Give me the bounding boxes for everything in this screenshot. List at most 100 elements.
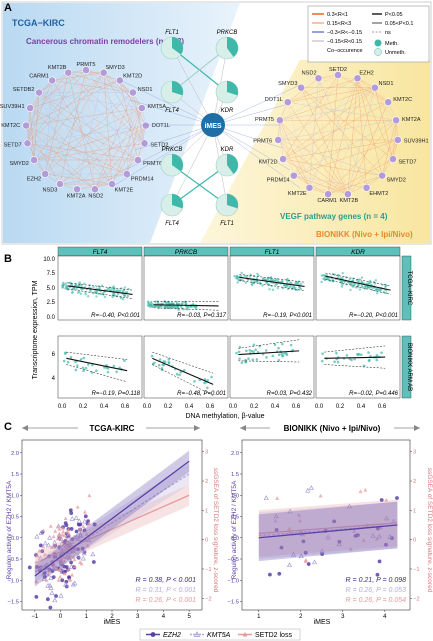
imes-edge (134, 124, 214, 151)
facet-panel (143, 255, 229, 321)
network-edge (137, 108, 143, 161)
c-point-kmt5a (82, 518, 88, 524)
data-point (285, 353, 289, 357)
c-rtick-label: 2 (413, 479, 416, 485)
c-point-setd2 (47, 568, 52, 573)
network-edge (59, 173, 127, 185)
network-edge (309, 78, 319, 188)
c-point-kmt5a (81, 550, 87, 556)
c-rtick-label: 0 (413, 538, 416, 544)
c-point-setd2 (67, 531, 72, 536)
b-xt-3-3: 0.6 (378, 404, 387, 410)
data-point (250, 283, 254, 287)
panel-c-legend: EZH2 KMT5A SETD2 loss (139, 628, 301, 641)
ci-line (152, 351, 214, 374)
fit-line (239, 276, 305, 288)
b-xt-1-1: 0.2 (164, 404, 173, 410)
c-point-kmt5a (69, 539, 75, 544)
c-point-setd2 (42, 552, 47, 557)
data-point (63, 282, 66, 286)
c-point-setd2 (60, 561, 65, 565)
data-point (84, 366, 88, 370)
c-right-ylabel-right: ssGSEA of SETD2 loss signature, z-scored (426, 468, 433, 593)
network-edge (283, 158, 383, 176)
network-edge (278, 139, 383, 176)
facet-stat: R=−0.20, P<0.001 (349, 313, 398, 319)
network-edge (366, 120, 397, 188)
data-point (177, 308, 180, 312)
facet-title: FLT1 (265, 249, 280, 256)
c-point-setd2 (55, 524, 60, 529)
network-edge (278, 139, 348, 195)
b-xt-2-0: 0.0 (229, 404, 238, 410)
data-point (264, 349, 268, 352)
c-point-setd2 (86, 521, 91, 525)
data-point (320, 274, 323, 277)
network-edge (328, 158, 394, 195)
data-point (247, 357, 250, 361)
network-edge (30, 107, 127, 175)
c-point-setd2 (79, 561, 84, 566)
c-point-setd2 (273, 518, 278, 523)
b-xt-0-1: 0.2 (79, 404, 88, 410)
data-point (81, 366, 85, 370)
data-point (103, 295, 107, 299)
network-edge (29, 108, 35, 161)
c-point-ezh2 (274, 528, 279, 532)
c-point-setd2 (78, 527, 83, 531)
c-point-kmt5a (41, 576, 47, 581)
data-point (345, 283, 348, 286)
network-edge (27, 72, 104, 144)
network-edge (76, 125, 146, 190)
c-point-ezh2 (375, 572, 380, 577)
c-point-kmt5a (78, 532, 84, 537)
data-point (101, 291, 105, 295)
c-point-setd2 (75, 504, 80, 509)
panel-b-xticks: 0.0 0.2 0.4 0.6 0.0 0.2 0.4 0.6 0.0 0.2 … (58, 404, 387, 410)
c-ytick-label: −0.5 (228, 557, 239, 563)
network-edge (52, 80, 133, 93)
b-xt-1-2: 0.4 (185, 404, 194, 410)
c-point-ezh2 (301, 539, 306, 544)
c-point-kmt5a (51, 543, 57, 549)
c-point-kmt5a (47, 534, 53, 540)
vegf-gene-label: FLT4 (165, 221, 179, 227)
data-point (255, 276, 259, 280)
facet-stat: R=−0.03, P=0.317 (177, 313, 227, 319)
data-point (252, 350, 256, 354)
b-xt-2-1: 0.2 (250, 404, 259, 410)
network-edge (103, 72, 146, 126)
data-point (97, 292, 100, 296)
data-point (296, 282, 300, 286)
c-fit-line (258, 524, 398, 539)
gene-node (141, 121, 150, 130)
network-edge (27, 80, 53, 144)
facet-stat: R=−0.40, P<0.001 (91, 313, 140, 319)
b-xt-0-2: 0.4 (100, 404, 109, 410)
network-edge (26, 125, 127, 175)
gene-node (134, 156, 142, 164)
data-point (193, 380, 196, 383)
network-edge (347, 78, 358, 195)
data-point (365, 282, 368, 285)
data-point (158, 358, 162, 361)
network-edge (76, 69, 87, 190)
data-point (84, 293, 87, 296)
data-point (384, 285, 387, 288)
c-point-kmt5a (44, 567, 50, 572)
c-point-setd2 (46, 572, 51, 577)
c-xtick-label: 0 (59, 614, 63, 620)
data-point (118, 366, 121, 369)
data-point (368, 279, 372, 283)
data-point (119, 296, 123, 300)
network-edge (388, 102, 394, 160)
data-point (64, 287, 67, 290)
c-point-kmt5a (75, 553, 81, 558)
data-point (345, 353, 349, 357)
c-xtick-label: 2 (110, 614, 114, 620)
data-point (66, 360, 70, 364)
imes-edge (212, 104, 286, 126)
network-edge (68, 72, 139, 161)
c-point-ezh2 (91, 560, 96, 564)
data-point (240, 271, 243, 275)
